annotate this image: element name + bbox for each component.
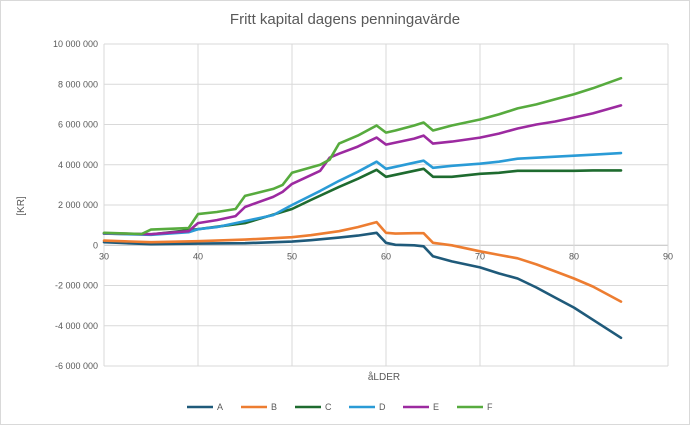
y-tick-label: 2 000 000 — [58, 200, 98, 210]
x-tick-label: 50 — [287, 251, 297, 261]
x-tick-label: 30 — [99, 251, 109, 261]
legend-label-b: B — [271, 402, 277, 412]
x-axis-ticks: 30 40 50 60 70 80 90 — [99, 251, 673, 261]
grid-lines — [103, 43, 669, 367]
x-axis-label: åLDER — [368, 371, 400, 383]
legend-label-c: C — [325, 402, 332, 412]
series-lines — [102, 76, 623, 340]
y-tick-label: 4 000 000 — [58, 160, 98, 170]
series-line-f — [102, 76, 623, 236]
x-tick-label: 40 — [193, 251, 203, 261]
series-line-d — [102, 151, 623, 237]
x-tick-label: 70 — [475, 251, 485, 261]
y-axis-ticks: 10 000 000 8 000 000 6 000 000 4 000 000 2 0… — [53, 39, 98, 371]
series-line-e — [102, 104, 623, 236]
y-axis-label: [KR] — [16, 196, 27, 216]
legend: A B C D E F — [187, 402, 493, 412]
x-tick-label: 80 — [569, 251, 579, 261]
legend-label-d: D — [379, 402, 386, 412]
y-tick-label: 8 000 000 — [58, 79, 98, 89]
legend-label-a: A — [217, 402, 223, 412]
y-tick-label: -6 000 000 — [55, 361, 98, 371]
y-tick-label: 10 000 000 — [53, 39, 98, 49]
legend-label-e: E — [433, 402, 439, 412]
series-line-a — [102, 231, 623, 340]
chart-title: Fritt kapital dagens penningavärde — [230, 11, 460, 28]
y-tick-label: 6 000 000 — [58, 120, 98, 130]
y-tick-label: -4 000 000 — [55, 321, 98, 331]
y-tick-label: -2 000 000 — [55, 281, 98, 291]
x-tick-label: 60 — [381, 251, 391, 261]
y-tick-label: 0 — [93, 240, 98, 250]
legend-label-f: F — [487, 402, 493, 412]
x-tick-label: 90 — [663, 251, 673, 261]
series-line-b — [102, 220, 623, 303]
